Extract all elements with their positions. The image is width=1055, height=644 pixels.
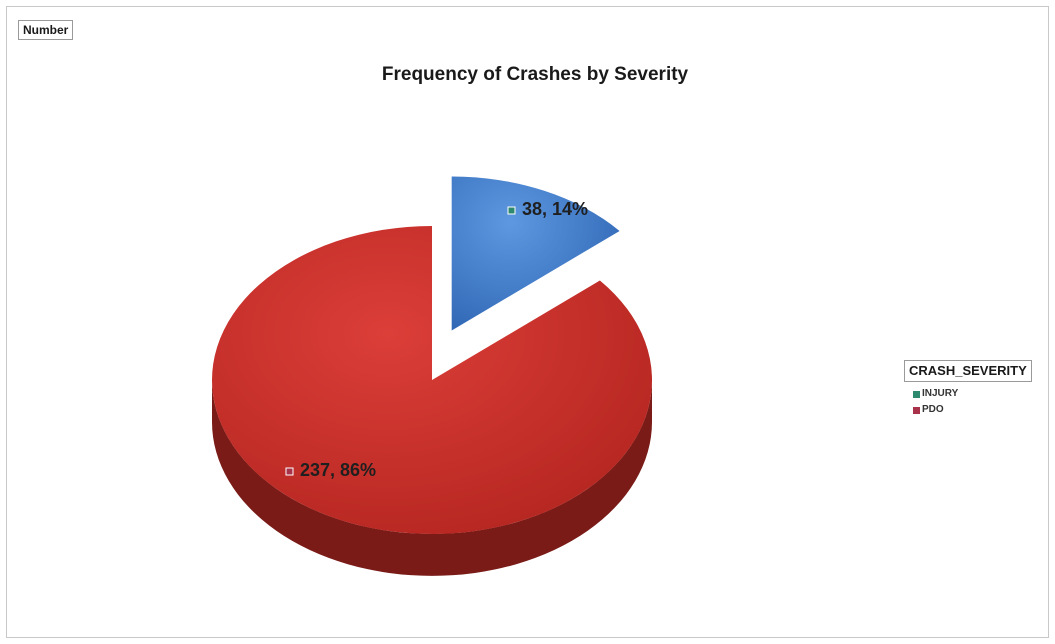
legend-item-injury[interactable]: INJURY [913, 388, 958, 400]
data-label-injury: 38, 14% [522, 199, 588, 219]
legend-swatch-injury [913, 390, 920, 398]
legend-title: CRASH_SEVERITY [904, 360, 1032, 382]
legend-swatch-pdo [913, 406, 920, 414]
slice-injury [451, 176, 620, 331]
data-label-pdo: 237, 86% [300, 460, 376, 480]
slice-pdo [211, 225, 652, 534]
legend-label-injury: INJURY [922, 388, 959, 399]
chart-title: Frequency of Crashes by Severity [381, 64, 689, 85]
legend-label-pdo: PDO [922, 404, 944, 415]
legend-item-pdo[interactable]: PDO [913, 404, 944, 416]
data-label-marker-pdo [285, 467, 294, 476]
data-label-marker-injury [507, 206, 516, 215]
slice-side-pdo [212, 380, 652, 576]
field-button-number[interactable]: Number [18, 20, 74, 40]
